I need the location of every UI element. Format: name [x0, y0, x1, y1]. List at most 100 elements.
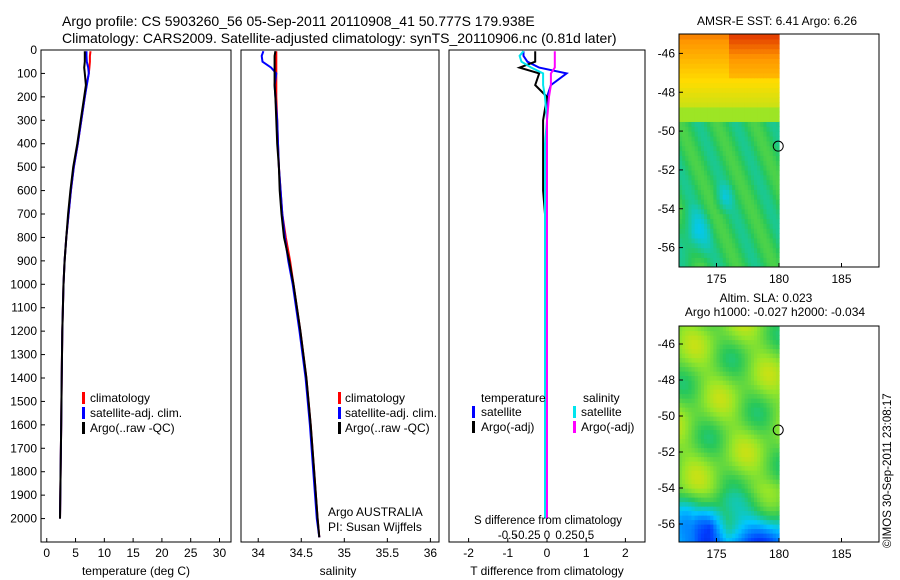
- heatmap-cell: [682, 465, 686, 471]
- heatmap-cell: [725, 203, 730, 210]
- heatmap-cell: [769, 87, 774, 93]
- heatmap-cell: [725, 199, 730, 205]
- heatmap-cell: [697, 344, 702, 350]
- heatmap-cell: [679, 126, 683, 132]
- heatmap-cell: [744, 429, 749, 435]
- heatmap-cell: [691, 330, 696, 336]
- heatmap-cell: [763, 483, 768, 489]
- heatmap-cell: [722, 402, 727, 408]
- heatmap-cell: [682, 111, 686, 118]
- heatmap-cell: [766, 82, 771, 88]
- heatmap-cell: [735, 501, 739, 507]
- heatmap-cell: [732, 233, 736, 239]
- heatmap-cell: [754, 389, 758, 395]
- heatmap-cell: [732, 474, 736, 480]
- heatmap-cell: [694, 528, 699, 534]
- heatmap-cell: [747, 77, 752, 84]
- heatmap-cell: [697, 483, 702, 489]
- heatmap-cell: [769, 106, 774, 113]
- heatmap-cell: [732, 438, 736, 444]
- heatmap-cell: [704, 140, 708, 147]
- heatmap-cell: [735, 67, 739, 74]
- heatmap-cell: [744, 43, 749, 50]
- heatmap-cell: [741, 447, 746, 453]
- heatmap-cell: [760, 416, 764, 422]
- heatmap-cell: [769, 262, 774, 267]
- heatmap-cell: [719, 87, 724, 93]
- heatmap-cell: [725, 501, 730, 507]
- heatmap-cell: [741, 398, 746, 404]
- heatmap-cell: [760, 506, 764, 512]
- heatmap-cell: [707, 474, 711, 480]
- heatmap-cell: [747, 131, 752, 137]
- heatmap-cell: [722, 537, 727, 542]
- heatmap-cell: [694, 447, 699, 453]
- heatmap-cell: [707, 479, 711, 485]
- heatmap-cell: [766, 366, 771, 372]
- heatmap-cell: [766, 126, 771, 132]
- heatmap-cell: [754, 43, 758, 50]
- heatmap-cell: [704, 203, 708, 210]
- heatmap-cell: [710, 461, 714, 467]
- heatmap-cell: [769, 411, 774, 417]
- heatmap-cell: [757, 362, 761, 368]
- x-tick-label: 0: [43, 546, 50, 560]
- heatmap-cell: [763, 63, 768, 69]
- heatmap-cell: [716, 380, 721, 386]
- heatmap-cell: [754, 174, 758, 181]
- heatmap-cell: [735, 456, 739, 462]
- heatmap-cell: [760, 77, 764, 84]
- heatmap-cell: [679, 97, 683, 103]
- heatmap-cell: [747, 135, 752, 142]
- sst-map-panel: AMSR-E SST: 6.41 Argo: 6.26 175 180 185-46…: [658, 14, 880, 286]
- heatmap-cell: [685, 420, 689, 426]
- heatmap-cell: [716, 203, 721, 210]
- heatmap-cell: [688, 199, 693, 205]
- heatmap-cell: [747, 425, 752, 431]
- heatmap-cell: [754, 407, 758, 413]
- heatmap-cell: [691, 174, 696, 181]
- heatmap-cell: [704, 165, 708, 171]
- heatmap-cell: [747, 330, 752, 336]
- heatmap-cell: [729, 362, 733, 368]
- heatmap-cell: [679, 87, 683, 93]
- heatmap-cell: [710, 208, 714, 215]
- heatmap-cell: [729, 223, 733, 229]
- heatmap-cell: [704, 131, 708, 137]
- heatmap-cell: [707, 416, 711, 422]
- heatmap-cell: [707, 389, 711, 395]
- heatmap-cell: [704, 116, 708, 122]
- heatmap-cell: [725, 326, 730, 332]
- heatmap-cell: [750, 497, 755, 503]
- heatmap-cell: [754, 145, 758, 152]
- heatmap-cell: [688, 366, 693, 372]
- heatmap-cell: [750, 533, 755, 539]
- heatmap-cell: [772, 357, 777, 363]
- heatmap-cell: [766, 488, 771, 494]
- heatmap-cell: [694, 111, 699, 118]
- pi-label: PI: Susan Wijffels: [328, 520, 422, 534]
- heatmap-cell: [697, 48, 702, 55]
- heatmap-cell: [716, 189, 721, 195]
- heatmap-cell: [704, 43, 708, 50]
- heatmap-cell: [735, 488, 739, 494]
- heatmap-cell: [710, 121, 714, 127]
- heatmap-cell: [694, 348, 699, 354]
- heatmap-cell: [713, 438, 718, 444]
- heatmap-cell: [713, 53, 718, 59]
- heatmap-cell: [722, 501, 727, 507]
- heatmap-cell: [747, 438, 752, 444]
- heatmap-cell: [766, 533, 771, 539]
- heatmap-cell: [688, 483, 693, 489]
- heatmap-cell: [760, 72, 764, 79]
- heatmap-cell: [772, 470, 777, 476]
- heatmap-cell: [719, 537, 724, 542]
- heatmap-cell: [775, 407, 780, 413]
- heatmap-cell: [700, 67, 705, 74]
- heatmap-cell: [772, 366, 777, 372]
- heatmap-cell: [700, 150, 705, 156]
- heatmap-cell: [772, 160, 777, 166]
- heatmap-cell: [735, 63, 739, 69]
- heatmap-cell: [707, 77, 711, 84]
- heatmap-cell: [685, 411, 689, 417]
